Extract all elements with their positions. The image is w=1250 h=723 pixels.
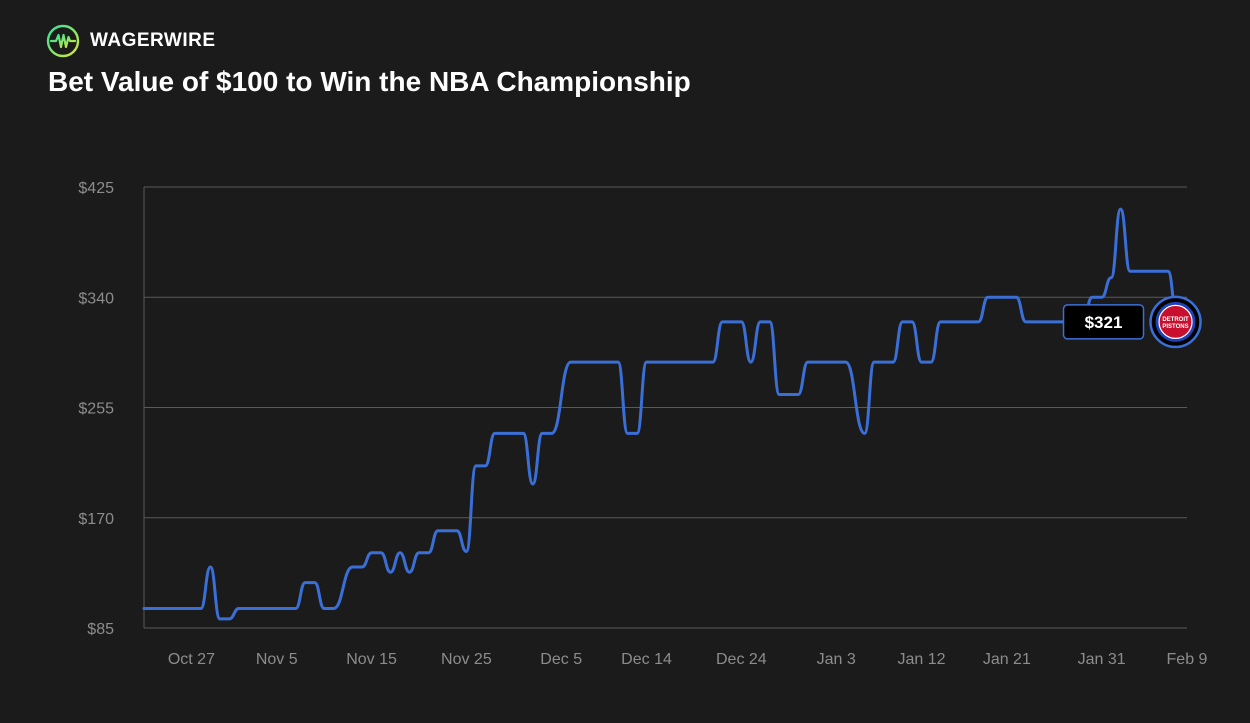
- y-axis-ticks: $425 $340 $255 $170 $85: [78, 180, 114, 638]
- current-value-tag: $321: [1062, 304, 1145, 340]
- x-tick-label: Dec 24: [716, 651, 767, 668]
- y-tick-label: $170: [78, 511, 114, 528]
- y-tick-label: $340: [78, 290, 114, 307]
- x-tick-label: Nov 15: [346, 651, 397, 668]
- grid: [143, 186, 1187, 629]
- value-tag-box: [1062, 304, 1145, 340]
- x-tick-label: Jan 12: [897, 651, 945, 668]
- badge-inner: [1158, 304, 1193, 339]
- y-tick-label: $425: [78, 180, 114, 197]
- series-line: [142, 207, 1179, 621]
- badge-text: PISTONS: [1162, 324, 1188, 330]
- x-axis-ticks: Oct 27 Nov 5 Nov 15 Nov 25 Dec 5 Dec 14 Dec 24…: [168, 651, 1208, 668]
- value-tag-text: $321: [1085, 313, 1123, 332]
- x-tick-label: Feb 9: [1167, 651, 1208, 668]
- pulse-circle-icon: [46, 24, 80, 58]
- y-tick-label: $255: [78, 401, 114, 418]
- x-tick-label: Dec 5: [540, 651, 582, 668]
- brand: WAGERWIRE: [46, 24, 216, 58]
- x-tick-label: Nov 25: [441, 651, 492, 668]
- x-tick-label: Jan 31: [1078, 651, 1126, 668]
- brand-name: WAGERWIRE: [90, 30, 216, 51]
- badge-text: DETROIT: [1162, 317, 1189, 323]
- y-tick-label: $85: [87, 621, 114, 638]
- series: [142, 207, 1179, 621]
- chart-title: Bet Value of $100 to Win the NBA Champio…: [48, 66, 691, 97]
- x-tick-label: Dec 14: [621, 651, 672, 668]
- x-tick-label: Jan 3: [817, 651, 856, 668]
- x-tick-label: Jan 21: [983, 651, 1031, 668]
- x-tick-label: Nov 5: [256, 651, 298, 668]
- x-tick-label: Oct 27: [168, 651, 215, 668]
